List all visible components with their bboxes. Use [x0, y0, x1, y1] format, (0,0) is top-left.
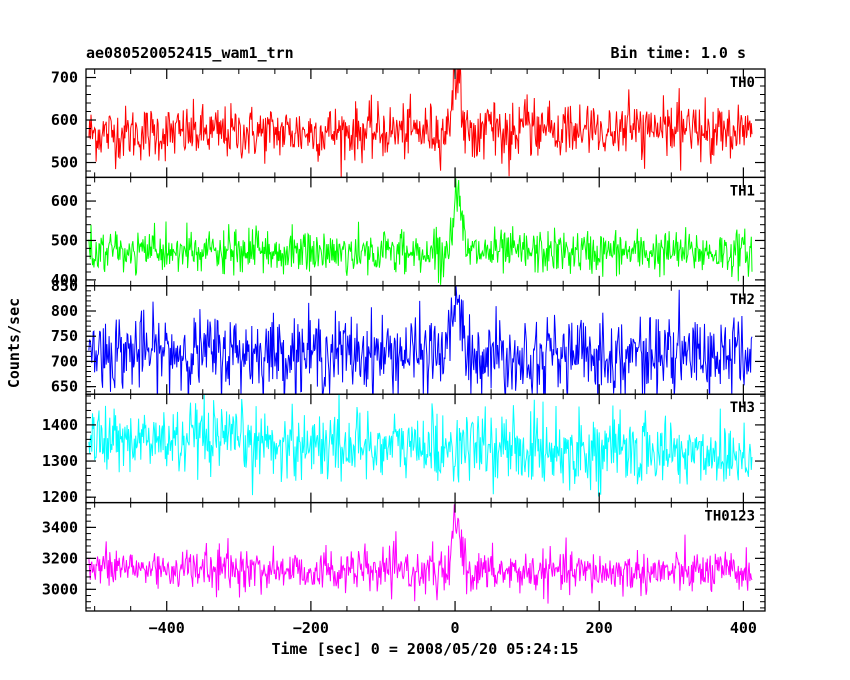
y-tick-label-th2: 800: [51, 302, 78, 320]
panel-label-th0123: TH0123: [704, 509, 755, 525]
y-tick-label-th0123: 3400: [42, 518, 78, 536]
y-tick-label-th1: 600: [51, 192, 78, 210]
x-axis-group: −400 −200 0 200 400: [149, 619, 757, 637]
y-tick-label-th3: 1400: [42, 416, 78, 434]
x-tick-label: 200: [586, 619, 613, 637]
y-tick-label-th0: 500: [51, 154, 78, 172]
panels-group: 500 600 700 TH0 400 500 600 TH1 650 700 750 800 850 T…: [42, 68, 766, 612]
y-axis-title: Counts/sec: [5, 298, 23, 388]
x-tick-label: 400: [730, 619, 757, 637]
series-line-th2: [88, 285, 753, 395]
panel-label-th0: TH0: [730, 75, 755, 91]
panel-label-th3: TH3: [730, 400, 755, 416]
figure-title: ae080520052415_wam1_trn: [86, 44, 294, 62]
y-tick-label-th2: 750: [51, 327, 78, 345]
x-axis-title: Time [sec] 0 = 2008/05/20 05:24:15: [271, 640, 578, 658]
y-tick-label-th3: 1300: [42, 452, 78, 470]
panel-th0123: 3000 3200 3400 TH0123: [42, 501, 766, 612]
x-tick-label: −400: [149, 619, 185, 637]
panel-th3: 1200 1300 1400 TH3: [42, 393, 766, 506]
panel-label-th2: TH2: [730, 292, 755, 308]
bin-time-label: Bin time: 1.0 s: [611, 44, 746, 62]
y-tick-label-th1: 500: [51, 231, 78, 249]
y-tick-label-th0: 700: [51, 69, 78, 87]
y-tick-label-th2: 850: [51, 277, 78, 295]
panel-th1: 400 500 600 TH1: [51, 176, 766, 289]
y-tick-label-th3: 1200: [42, 488, 78, 506]
x-tick-label: −200: [293, 619, 329, 637]
panel-label-th1: TH1: [730, 183, 755, 199]
x-tick-label: 0: [451, 619, 460, 637]
series-line-th0123: [88, 504, 753, 604]
series-line-th1: [88, 178, 753, 285]
series-line-th0: [88, 69, 753, 178]
panel-frame-th1: [85, 176, 766, 287]
y-tick-label-th0: 600: [51, 111, 78, 129]
panel-th0: 500 600 700 TH0: [51, 68, 766, 179]
y-tick-label-th0123: 3000: [42, 580, 78, 598]
y-tick-label-th0123: 3200: [42, 549, 78, 567]
panel-frame-th0123: [85, 501, 766, 612]
y-tick-label-th1: 400: [51, 271, 78, 289]
panel-th2: 650 700 750 800 850 TH2: [51, 277, 766, 396]
panel-frame-th3: [85, 393, 766, 504]
series-line-th3: [88, 394, 753, 497]
y-tick-label-th2: 650: [51, 378, 78, 396]
y-tick-label-th2: 700: [51, 352, 78, 370]
